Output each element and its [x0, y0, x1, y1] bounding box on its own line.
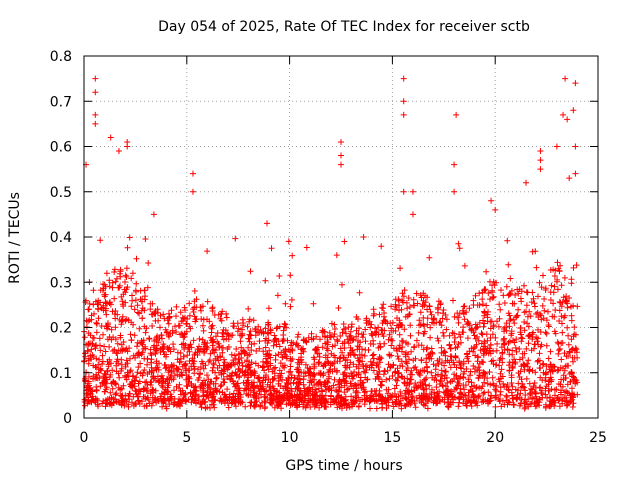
y-axis-label: ROTI / TECUs	[7, 192, 23, 284]
data-point-outlier	[150, 211, 157, 218]
x-tick-label: 15	[383, 430, 401, 446]
data-point-outlier	[562, 75, 569, 82]
data-point-outlier	[572, 143, 579, 150]
x-tick-label: 25	[589, 430, 607, 446]
data-point-outlier	[400, 98, 407, 105]
data-point-outlier	[92, 120, 99, 127]
data-point-outlier	[360, 234, 367, 240]
data-point-outlier	[492, 206, 499, 213]
data-point-outlier	[523, 179, 530, 186]
data-point-outlier	[338, 138, 344, 145]
data-point-outlier	[453, 111, 460, 118]
y-tick-label: 0.7	[50, 94, 72, 110]
data-point-outlier	[107, 134, 114, 141]
data-point-outlier	[400, 75, 407, 82]
data-point-outlier	[566, 175, 573, 182]
x-tick-label: 20	[486, 430, 504, 446]
data-point-cloud	[81, 234, 581, 412]
y-tick-label: 0.4	[50, 230, 72, 246]
y-tick-label: 0.2	[50, 321, 72, 337]
y-tick-label: 0.5	[50, 185, 72, 201]
data-point-outlier	[400, 188, 407, 195]
data-point-outlier	[570, 107, 577, 114]
data-point-outlier	[92, 75, 99, 82]
data-point-outlier	[338, 161, 344, 168]
data-point-outlier	[189, 170, 196, 177]
data-point-outlier	[537, 166, 544, 173]
data-point-outlier	[115, 148, 122, 155]
data-point-outlier	[451, 188, 458, 195]
data-point-outlier	[400, 111, 407, 118]
y-tick-label: 0.8	[50, 49, 72, 65]
y-tick-label: 0	[63, 411, 72, 427]
y-tick-label: 0.6	[50, 140, 72, 156]
y-tick-label: 0.3	[50, 275, 72, 291]
data-point-outlier	[572, 80, 579, 87]
axis-ticks: 0 5 10 15 20 25 0 0.1 0.2 0.3 0.4 0.5 0.6 0.7 0.8	[50, 49, 607, 446]
data-point-outlier	[338, 152, 344, 159]
x-axis-label: GPS time / hours	[285, 458, 402, 474]
x-tick-label: 10	[281, 430, 299, 446]
data-point-outlier	[451, 161, 458, 168]
y-tick-label: 0.1	[50, 366, 72, 382]
data-point-outlier	[92, 89, 99, 96]
chart-title: Day 054 of 2025, Rate Of TEC Index for r…	[158, 19, 530, 35]
data-point-outlier	[189, 188, 196, 195]
x-tick-label: 0	[80, 430, 89, 446]
data-point-outlier	[537, 148, 544, 155]
data-points	[81, 75, 581, 412]
data-point-outlier	[409, 188, 416, 195]
data-point-outlier	[488, 197, 495, 204]
grid	[84, 56, 598, 418]
data-point-outlier	[263, 220, 270, 227]
data-point-outlier	[409, 211, 416, 218]
data-point-outlier	[92, 111, 99, 118]
data-point-outlier	[537, 157, 544, 164]
data-point-outlier	[572, 170, 579, 177]
data-point-outlier	[553, 143, 560, 150]
data-point-outlier	[124, 143, 131, 150]
x-tick-label: 5	[182, 430, 191, 446]
data-point-outlier	[560, 111, 567, 118]
data-point-outlier	[564, 116, 571, 123]
